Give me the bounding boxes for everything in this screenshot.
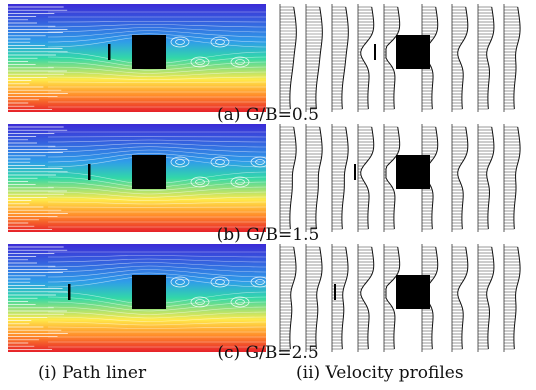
square-cylinder [396, 155, 430, 189]
upstream-plate [354, 164, 356, 180]
velocity-profile-column [503, 244, 521, 352]
square-cylinder [396, 275, 430, 309]
velocity-profile-column [279, 244, 297, 352]
velocity-profile-column [305, 244, 323, 352]
velocity-profiles-panel-b [272, 124, 530, 232]
square-cylinder [132, 35, 166, 69]
square-cylinder [132, 275, 166, 309]
velocity-profile-column [279, 124, 297, 232]
velocity-profiles-plot-a [272, 4, 530, 112]
velocity-profile-column [331, 4, 349, 112]
velocity-profiles-panel-a [272, 4, 530, 112]
velocity-profile-column [451, 4, 469, 112]
velocity-profile-column [305, 4, 323, 112]
upstream-plate [68, 284, 71, 300]
velocity-profile-column [451, 124, 469, 232]
velocity-profile-column [357, 124, 375, 232]
wake-vortices [170, 276, 266, 308]
velocity-profile-column [477, 244, 495, 352]
inlet-streamlines [8, 126, 68, 230]
wake-vortices [170, 156, 266, 188]
velocity-profile-column [477, 4, 495, 112]
velocity-profile-column [331, 244, 349, 352]
upstream-plate [88, 164, 91, 180]
square-cylinder [396, 35, 430, 69]
velocity-profile-column [383, 4, 401, 112]
velocity-profile-column [331, 124, 349, 232]
path-lines-plot-b [8, 124, 266, 232]
path-lines-panel-a [8, 4, 266, 112]
velocity-profile-column [357, 4, 375, 112]
inlet-streamlines [8, 6, 68, 110]
caption-c: (c) G/B=2.5 [217, 343, 319, 363]
inlet-streamlines [8, 246, 68, 350]
velocity-profile-column [357, 244, 375, 352]
velocity-profiles-panel-c [272, 244, 530, 352]
path-lines-panel-c [8, 244, 266, 352]
velocity-profile-column [279, 4, 297, 112]
upstream-plate [334, 284, 336, 300]
upstream-plate [108, 44, 111, 60]
wake-vortices [170, 36, 250, 68]
velocity-profile-column [503, 124, 521, 232]
path-lines-plot-a [8, 4, 266, 112]
velocity-profile-column [383, 244, 401, 352]
caption-a: (a) G/B=0.5 [217, 105, 319, 125]
velocity-profile-column [383, 124, 401, 232]
path-lines-plot-c [8, 244, 266, 352]
velocity-profile-column [503, 4, 521, 112]
streamlines [47, 131, 266, 228]
square-cylinder [132, 155, 166, 189]
velocity-profiles-plot-c [272, 244, 530, 352]
column-label-path-liner: (i) Path liner [38, 363, 147, 383]
streamlines [47, 11, 266, 108]
upstream-plate [374, 44, 376, 60]
velocity-profile-column [477, 124, 495, 232]
velocity-profile-column [305, 124, 323, 232]
path-lines-panel-b [8, 124, 266, 232]
velocity-profile-column [451, 244, 469, 352]
caption-b: (b) G/B=1.5 [216, 225, 320, 245]
column-label-velocity-profiles: (ii) Velocity profiles [296, 363, 464, 383]
velocity-profiles-plot-b [272, 124, 530, 232]
